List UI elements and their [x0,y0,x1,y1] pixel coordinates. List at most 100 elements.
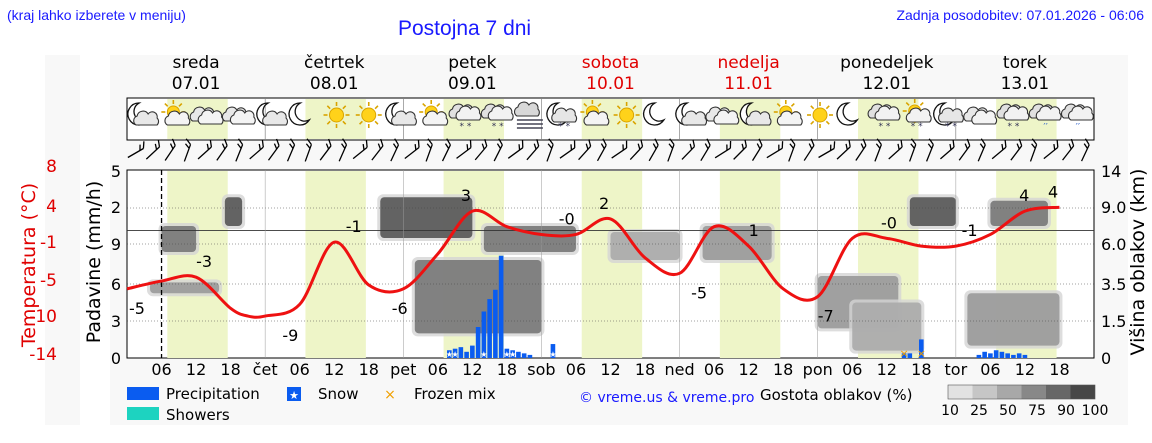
hour-tick: 18 [1049,360,1069,379]
precip-bar [1011,354,1016,358]
legend-snow-label: Snow [318,385,358,403]
wind-barb-icon [1043,140,1059,160]
cloudy-rain-icon: ′′ [1060,103,1094,133]
wind-barb-icon [145,139,161,160]
legend-showers-swatch [127,407,159,420]
day-name: petek [448,53,496,73]
temp-tick: -10 [29,307,57,327]
cloudy-icon [963,106,998,125]
precip-bar [982,351,987,358]
wind-barb-icon [818,141,836,159]
snow-marker-icon: ★ [509,350,516,359]
wind-barb-icon [888,139,903,160]
temp-tick: -14 [29,345,57,365]
day-date: 13.01 [1001,74,1050,94]
cloud-layer [414,260,542,334]
day-date: 09.01 [448,74,497,94]
day-abbr-tick: ned [665,360,695,379]
svg-text:* *: * * [945,122,957,132]
temperature-line [126,205,1060,319]
cloudy-icon [221,106,256,125]
density-swatch [1070,385,1095,399]
legend-frozen-icon: × [384,387,396,403]
wind-barb-icon [164,138,176,161]
precip-bar [993,350,999,358]
legend-showers-label: Showers [166,406,230,424]
precip-bar [504,348,510,358]
cloud-layer [852,302,922,351]
precip-tick: 6 [111,275,121,294]
wind-barb-icon [874,138,882,162]
wind-barb-icon [977,138,986,162]
density-swatch [1021,385,1046,399]
hour-tick: 06 [842,360,862,379]
day-date: 12.01 [862,74,911,94]
cloud-layer [483,226,576,252]
day-date: 11.01 [724,74,773,94]
sun-icon [355,102,382,128]
cloudy-snow-icon: * * [996,103,1030,132]
wind-barb-icon [714,141,732,159]
wind-barb-icon [235,138,244,162]
day-name: sobota [582,53,640,73]
last-updated: Zadnja posodobitev: 07.01.2026 - 06:06 [896,7,1144,23]
cloud-layer [702,226,772,260]
hour-tick: 06 [566,360,586,379]
temp-tick: 4 [46,197,57,217]
density-tick: 90 [1057,403,1075,419]
density-tick: 10 [941,403,959,419]
legend-snow-swatch [287,387,301,401]
cloud-layer [380,197,473,238]
wind-barb-icon [474,139,488,161]
cloud-layers [147,194,1063,354]
wind-barb-icon [925,138,934,162]
wind-barb-icon [352,140,368,160]
wind-barb-icon [958,138,971,161]
daylight-band [167,171,228,358]
cloud-height-tick: 14 [1101,162,1121,181]
density-swatch [997,385,1022,399]
wind-barb-icon [667,138,675,162]
cloud-layer [909,197,956,226]
wind-barb-icon [304,138,313,162]
hour-tick: 06 [289,360,309,379]
cloud-layer [967,293,1060,346]
cloud-layer [150,282,220,294]
wind-barb-icon [526,139,540,161]
precip-bar [976,354,982,358]
hour-tick: 12 [738,360,758,379]
hour-tick: 18 [773,360,793,379]
daylight-band [581,171,643,358]
partly-cloudy-icon [419,100,449,126]
wind-barb-icon [940,139,955,160]
legend-precip-label: Precipitation [166,385,260,403]
moon-cloud-icon [385,102,417,126]
day-abbr-tick: pon [803,360,833,379]
hour-tick: 06 [704,360,724,379]
wind-barb-icon [681,139,696,160]
frozen-marker-icon: × [899,347,908,360]
wind-barb-icon [425,138,433,162]
precip-bar [1005,353,1010,358]
wind-barb-icon [1029,138,1038,162]
precip-bar [464,351,469,358]
precip-axis-label: Padavine (mm/h) [83,181,105,344]
cloud-height-tick: 6.0 [1101,235,1126,254]
temperature-labels: -5 -3 -9 -1 -6 3 -0 2 -5 1 -7 -0 -1 4 4 [129,182,1058,345]
hour-tick: 12 [324,360,344,379]
credit-text: © vreme.us & vreme.pro [579,390,754,406]
wind-barb-icon [751,138,763,161]
wind-barb-icon [991,139,1007,160]
partly-cloudy-icon [773,100,803,126]
precip-tick: 2 [111,198,121,217]
wind-barb-icon [197,139,213,160]
cloudy-snow-icon: * * [448,103,482,132]
snow-marker-icon: ★ [503,350,510,359]
sun-icon [323,102,350,128]
day-name: ponedeljek [840,53,934,73]
legend-precip-swatch [127,387,159,400]
hour-tick: 06 [980,360,1000,379]
precip-bar [475,327,481,358]
wind-barb-icon [611,140,628,159]
